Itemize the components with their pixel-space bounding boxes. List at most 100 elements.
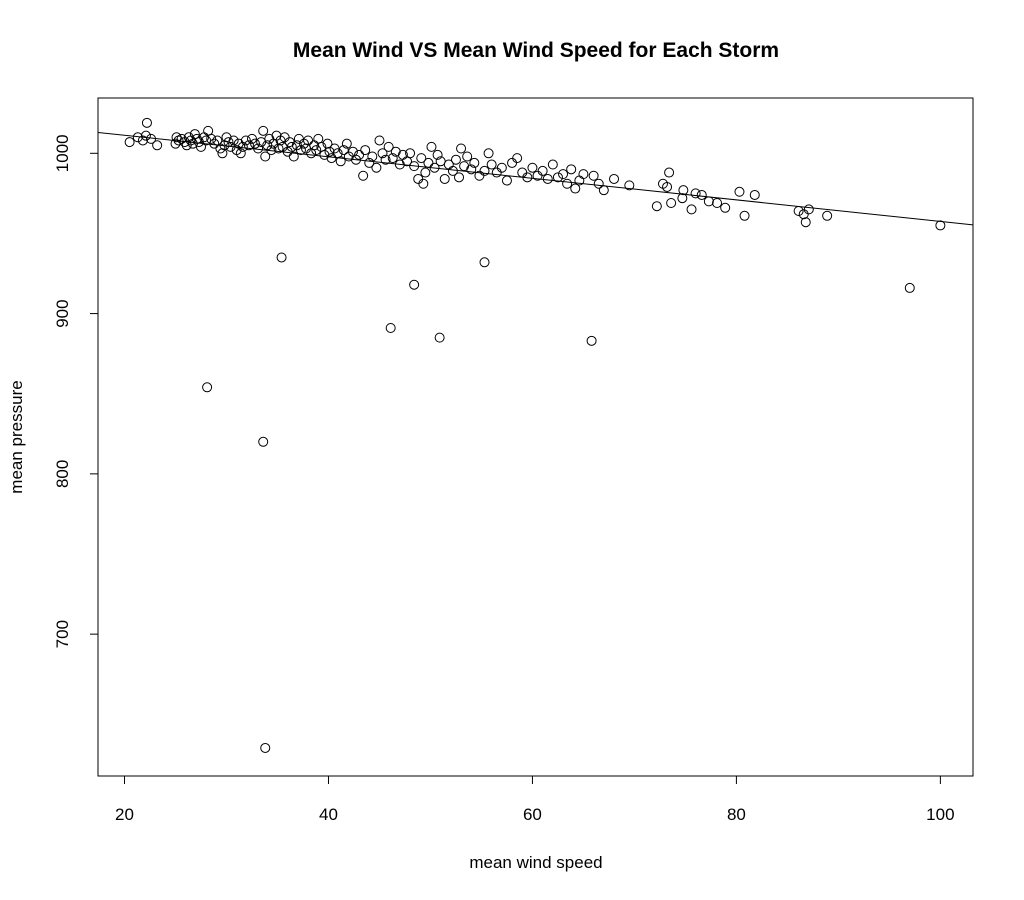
data-point [609,173,620,184]
y-tick-label: 800 [53,460,72,488]
data-point [562,178,573,189]
data-point [522,172,533,183]
chart-title: Mean Wind VS Mean Wind Speed for Each St… [293,39,779,62]
data-point [496,162,507,173]
data-point [429,162,440,173]
data-point [462,151,473,162]
data-point [527,162,538,173]
data-point [434,332,445,343]
data-point [542,173,553,184]
data-point [293,133,304,144]
data-point [286,141,297,152]
regression-line [98,131,973,226]
data-point [593,178,604,189]
data-point [537,165,548,176]
data-point [354,149,365,160]
data-point [749,189,760,200]
data-point [284,137,295,148]
plot-area [98,117,973,753]
y-tick-label: 1000 [53,134,72,172]
data-point [803,204,814,215]
x-tick-label: 40 [319,805,338,824]
data-point [326,153,337,164]
data-point [124,137,135,148]
data-point [696,189,707,200]
x-tick-label: 100 [926,805,954,824]
data-point [666,197,677,208]
y-tick-label: 700 [53,620,72,648]
data-point [479,165,490,176]
data-point [288,151,299,162]
data-point [904,282,915,293]
data-point [432,149,443,160]
data-point [491,167,502,178]
x-axis: 20 40 60 80 100 [115,776,955,824]
data-point [570,183,581,194]
data-point [686,204,697,215]
data-point [678,185,689,196]
data-point [662,181,673,192]
data-point [243,140,254,151]
data-point [324,146,335,157]
data-point [132,132,143,143]
data-point [371,162,382,173]
data-point [734,186,745,197]
data-point [202,382,213,393]
y-axis: 700 800 900 1000 [53,134,98,648]
data-point [240,135,251,146]
data-point [501,175,512,186]
data-point [578,169,589,180]
data-point [171,132,182,143]
data-point [459,161,470,172]
x-tick-label: 20 [115,805,134,824]
data-point [690,188,701,199]
data-point [447,165,458,176]
data-point [935,220,946,231]
data-point [552,172,563,183]
data-point [209,138,220,149]
plot-frame [97,97,974,777]
data-point [822,210,833,221]
data-point [237,141,248,152]
x-tick-label: 80 [727,805,746,824]
data-point [141,117,152,128]
data-point [273,143,284,154]
data-point [416,153,427,164]
data-point [703,196,714,207]
data-point [385,323,396,334]
data-point [223,137,234,148]
data-point [206,133,217,144]
data-point [258,125,269,136]
data-point [341,138,352,149]
data-point [322,138,333,149]
data-point [566,164,577,175]
data-point [624,180,635,191]
data-point [367,151,378,162]
data-point [196,141,207,152]
data-point [664,167,675,178]
data-point [677,193,688,204]
data-point [409,279,420,290]
data-point [383,141,394,152]
data-point [512,153,523,164]
data-point [739,210,750,221]
data-point [276,252,287,263]
data-point [146,133,157,144]
data-point [217,148,228,159]
data-point [712,197,723,208]
data-point [377,148,388,159]
data-point [266,145,277,156]
data-point [517,167,528,178]
data-point [588,170,599,181]
data-point [405,148,416,159]
data-point [303,135,314,146]
data-point [479,257,490,268]
data-point [420,167,431,178]
data-point [720,202,731,213]
data-point [466,164,477,175]
data-point [469,157,480,168]
data-point [439,173,450,184]
data-point [423,157,434,168]
data-point [250,138,261,149]
